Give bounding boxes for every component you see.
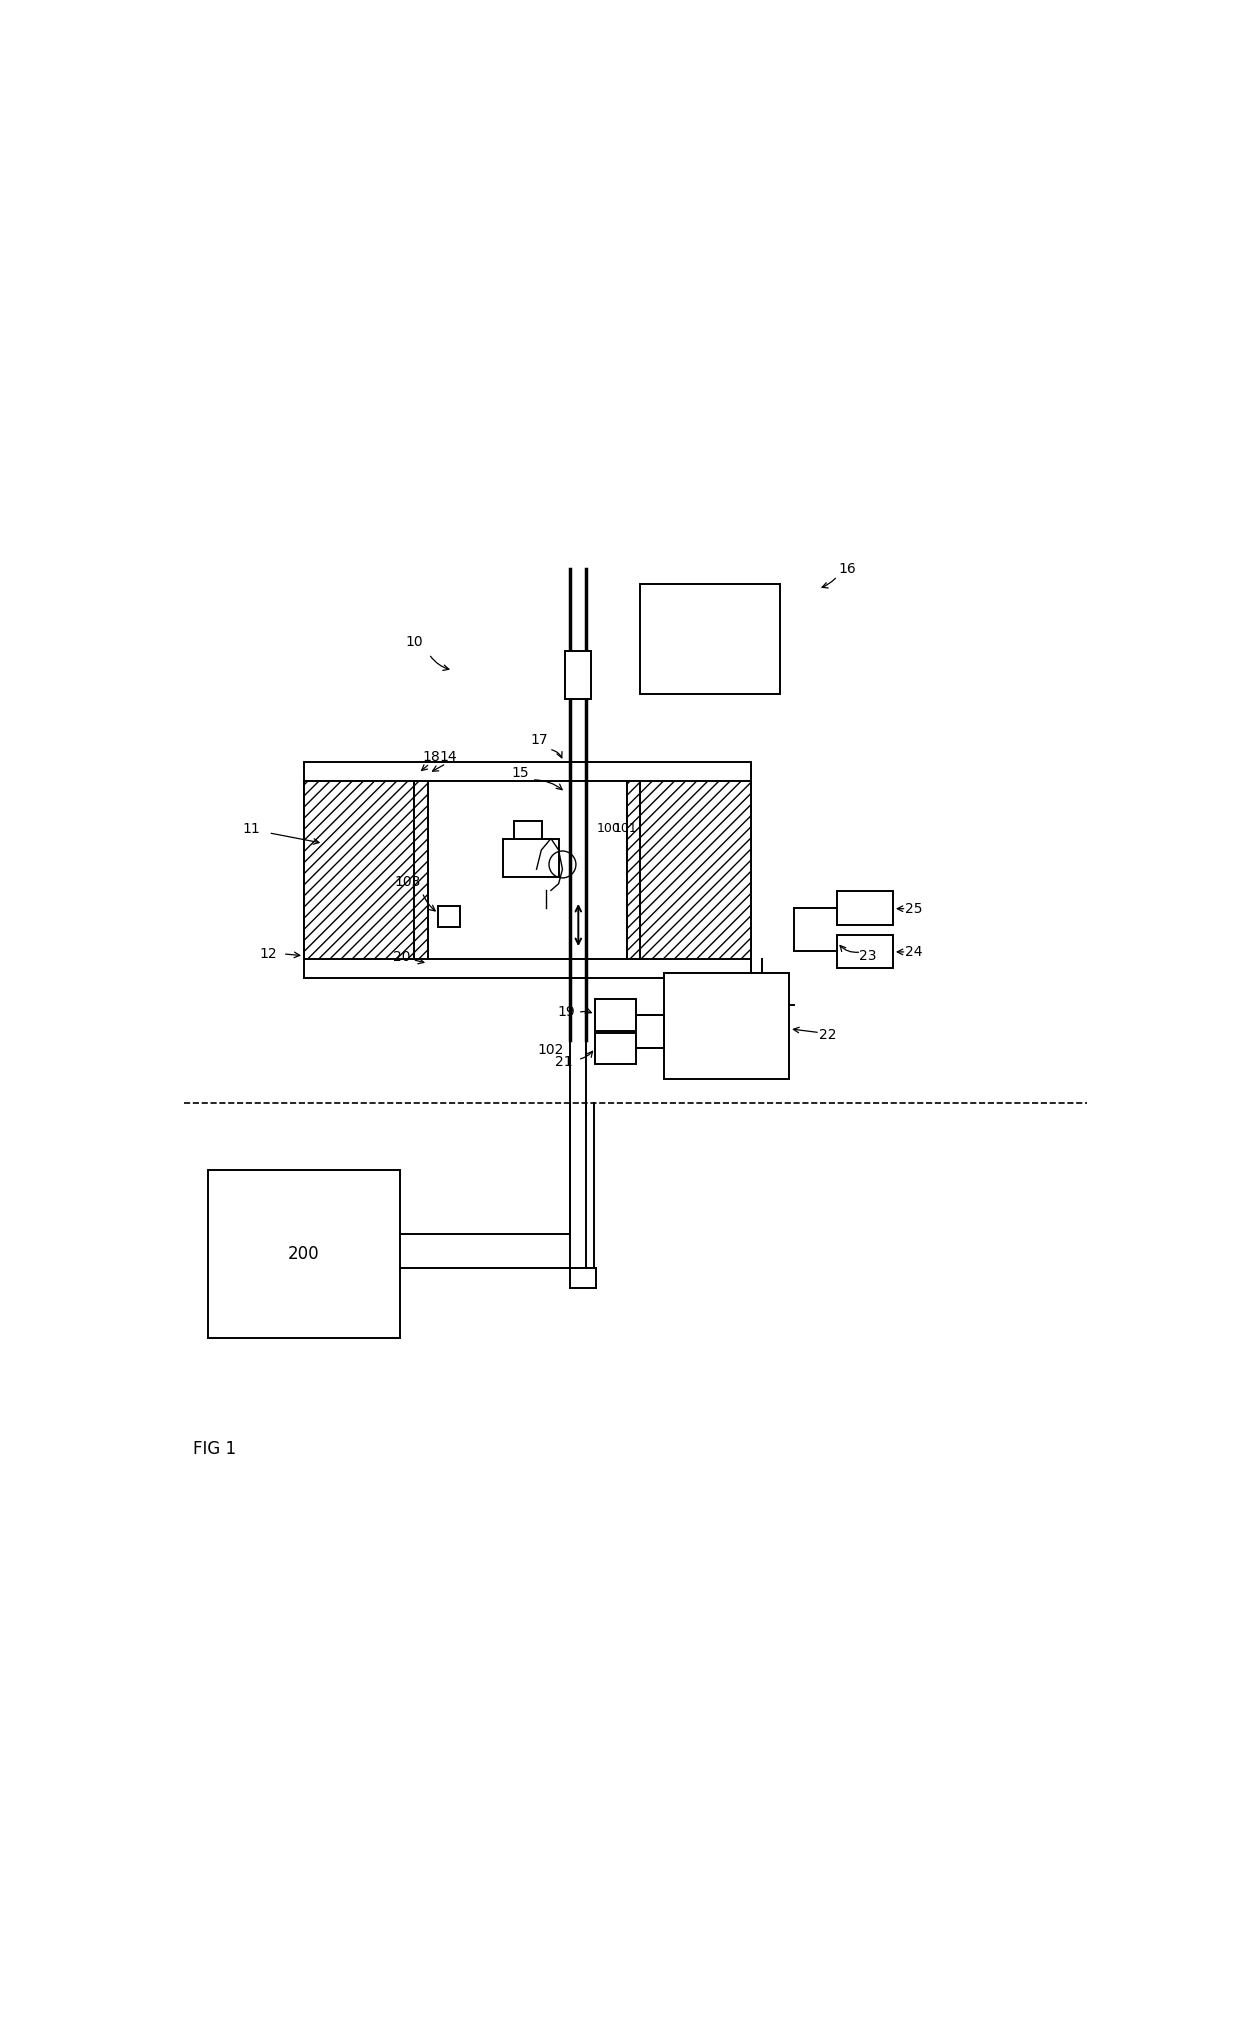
Text: 101: 101 (614, 823, 637, 835)
Text: 24: 24 (905, 944, 923, 958)
Bar (565, 651, 591, 700)
Text: 103: 103 (394, 876, 420, 890)
Bar (595, 1033, 635, 1064)
Text: 100: 100 (596, 823, 620, 835)
Bar (503, 839, 558, 878)
Text: 10: 10 (405, 635, 423, 649)
Bar (640, 780, 751, 958)
Text: 200: 200 (288, 1246, 320, 1264)
Text: 14: 14 (439, 750, 456, 764)
Text: 15: 15 (511, 766, 529, 780)
Bar (439, 906, 460, 926)
Text: 16: 16 (838, 562, 856, 576)
Text: 102: 102 (538, 1043, 564, 1058)
Bar (665, 973, 789, 1080)
Text: 19: 19 (558, 1005, 575, 1019)
Text: 25: 25 (905, 902, 923, 916)
Bar (304, 780, 414, 958)
Text: 12: 12 (259, 946, 278, 960)
Bar (640, 584, 780, 694)
Bar (304, 762, 750, 979)
Text: 11: 11 (242, 821, 260, 835)
Text: 18: 18 (423, 750, 440, 764)
Bar (428, 780, 627, 958)
Bar (515, 821, 542, 839)
Bar (837, 934, 893, 969)
Bar (208, 1171, 401, 1339)
Text: 22: 22 (818, 1027, 837, 1041)
Bar (414, 780, 428, 958)
Bar (837, 892, 893, 924)
Text: 20: 20 (393, 950, 410, 964)
Text: 21: 21 (554, 1055, 572, 1070)
Text: 23: 23 (859, 948, 877, 962)
Text: FIG 1: FIG 1 (193, 1440, 237, 1458)
Bar (595, 999, 635, 1031)
Bar (627, 780, 640, 958)
Text: 17: 17 (531, 732, 548, 746)
